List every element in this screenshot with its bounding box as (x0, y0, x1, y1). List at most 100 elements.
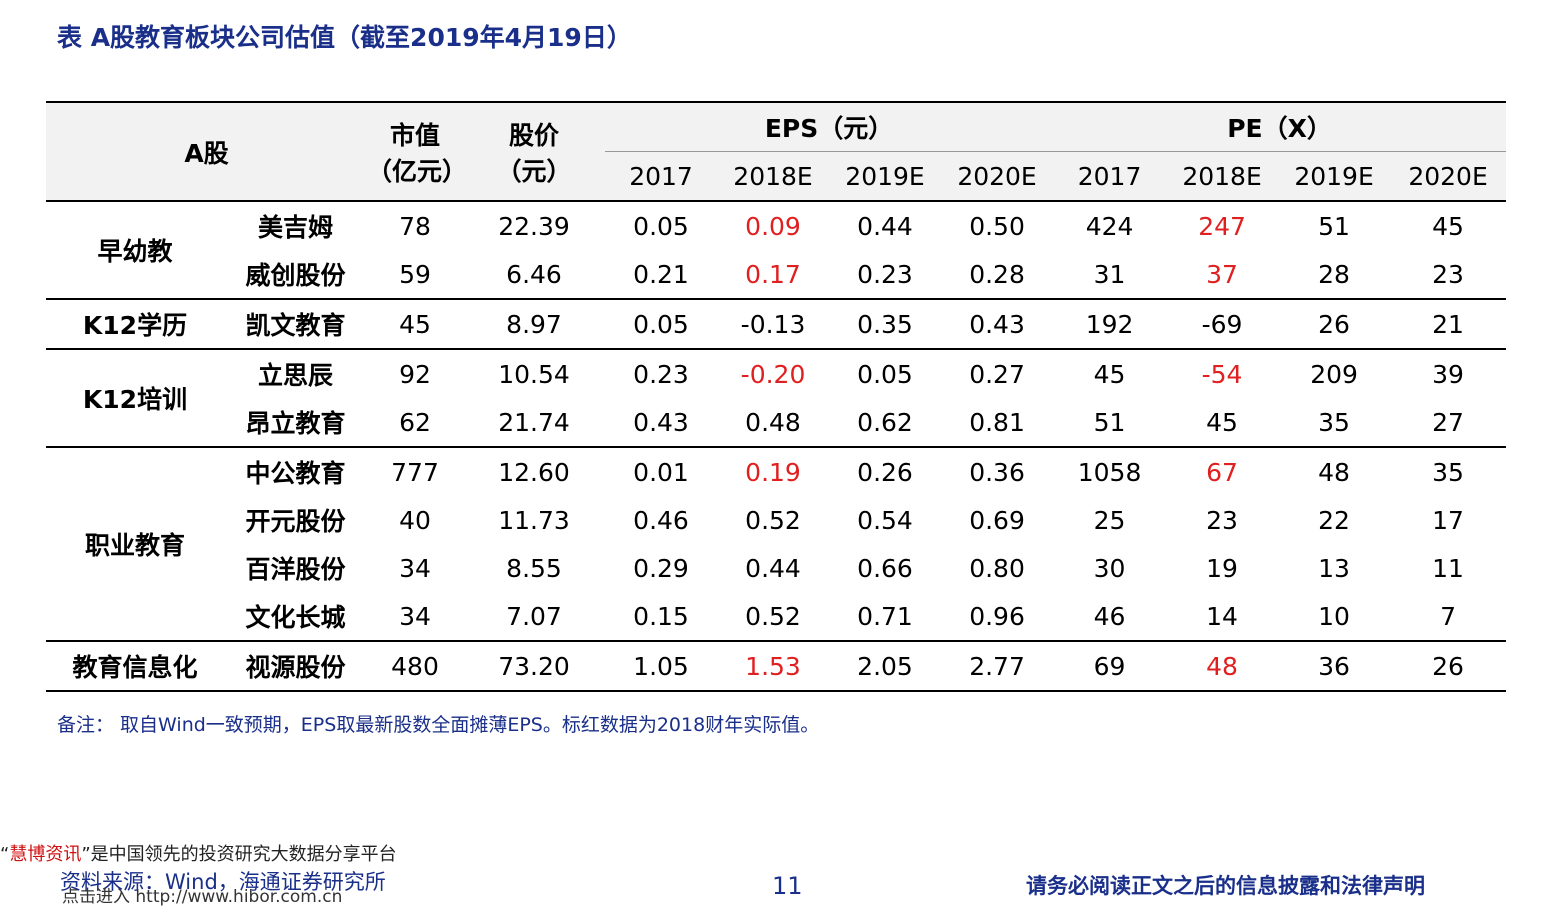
watermark-line2: 点击进入 http://www.hibor.com.cn (62, 882, 342, 907)
watermark-text: ”是中国领先的投资研究大数据分享平台 (81, 844, 397, 865)
pe-cell: 37 (1206, 259, 1238, 289)
eps-cell: 0.69 (969, 505, 1025, 535)
pe-cell: 45 (1432, 211, 1464, 241)
pe-cell: 19 (1206, 553, 1238, 583)
eps-cell: 2.77 (941, 640, 1054, 692)
pe-cell: 17 (1432, 505, 1464, 535)
price-cell: 7.07 (506, 601, 562, 631)
pe-cell: 45 (1206, 407, 1238, 437)
eps-cell: 0.05 (829, 348, 942, 398)
mktcap-cell: 34 (399, 553, 431, 583)
table-row: 文化长城 34 7.07 0.15 0.52 0.71 0.96 46 14 1… (46, 592, 1506, 641)
table-row: 开元股份 40 11.73 0.46 0.52 0.54 0.69 25 23 … (46, 496, 1506, 544)
table-row: 百洋股份 34 8.55 0.29 0.44 0.66 0.80 30 19 1… (46, 544, 1506, 592)
header-mktcap-line2: （亿元） (367, 156, 468, 186)
category-cell: 职业教育 (46, 446, 224, 641)
watermark-link[interactable]: http://www.hibor.com.cn (135, 887, 343, 907)
pe-cell: 28 (1318, 259, 1350, 289)
price-cell: 73.20 (463, 640, 606, 692)
pe-cell: 11 (1432, 553, 1464, 583)
table-row: 昂立教育 62 21.74 0.43 0.48 0.62 0.81 51 45 … (46, 398, 1506, 447)
eps-cell: 0.66 (857, 553, 913, 583)
pe-cell: 23 (1206, 505, 1238, 535)
table-note: 备注： 取自Wind一致预期，EPS取最新股数全面摊薄EPS。标红数据为2018… (57, 714, 820, 736)
price-cell: 8.97 (463, 298, 606, 349)
pe-cell: 209 (1278, 348, 1391, 398)
stock-name: 中公教育 (224, 446, 368, 496)
eps-cell: 1.53 (717, 640, 830, 692)
mktcap-cell: 62 (399, 407, 431, 437)
header-pe-year: 2017 (1053, 151, 1167, 202)
pe-cell: 192 (1053, 298, 1167, 349)
eps-cell: 0.43 (941, 298, 1054, 349)
pe-cell: 35 (1318, 407, 1350, 437)
stock-name: 美吉姆 (258, 213, 334, 242)
eps-cell: 0.62 (857, 407, 913, 437)
pe-cell: 424 (1085, 211, 1134, 241)
pe-cell: 45 (1053, 348, 1167, 398)
eps-cell: 0.01 (605, 446, 718, 496)
header-pe-group: PE（X） (1053, 101, 1507, 152)
stock-name: 昂立教育 (245, 409, 346, 438)
watermark-brand[interactable]: 慧博资讯 (9, 844, 82, 865)
legal-notice: 请务必阅读正文之后的信息披露和法律声明 (1026, 874, 1425, 898)
header-pe-year: 2020E (1390, 151, 1507, 202)
pe-cell: 36 (1278, 640, 1391, 692)
stock-name: 凯文教育 (224, 298, 368, 349)
eps-cell: 0.05 (605, 298, 718, 349)
mktcap-cell: 92 (367, 348, 464, 398)
header-price: 股价 （元） (463, 101, 606, 202)
pe-cell: 1058 (1053, 446, 1167, 496)
pe-cell: 48 (1166, 640, 1279, 692)
category-cell: K12学历 (46, 298, 224, 349)
pe-cell: 25 (1093, 505, 1126, 535)
pe-cell: 27 (1432, 407, 1464, 437)
mktcap-cell: 78 (399, 211, 431, 241)
pe-cell: 67 (1166, 446, 1279, 496)
eps-cell: 0.19 (717, 446, 830, 496)
watermark-line1: “慧博资讯”是中国领先的投资研究大数据分享平台 (0, 840, 397, 866)
stock-name: 视源股份 (224, 640, 368, 692)
eps-cell: 0.23 (857, 259, 913, 289)
header-price-line2: （元） (496, 156, 572, 186)
header-eps-year: 2017 (605, 151, 718, 202)
stock-name: 开元股份 (245, 507, 346, 536)
source-line: 资料来源：Wind，海通证券研究所 (60, 870, 386, 894)
pe-cell: 46 (1093, 601, 1126, 631)
table-row: 职业教育 中公教育 777 12.60 0.01 0.19 0.26 0.36 … (46, 446, 1507, 641)
eps-cell: 0.71 (857, 601, 913, 631)
eps-cell: 0.50 (969, 211, 1025, 241)
eps-cell: 0.15 (633, 601, 689, 631)
stock-name: 威创股份 (245, 261, 346, 290)
price-cell: 22.39 (498, 211, 570, 241)
table-row: K12学历 凯文教育 45 8.97 0.05 -0.13 0.35 0.43 … (46, 298, 1507, 349)
price-cell: 11.73 (498, 505, 570, 535)
mktcap-cell: 59 (399, 259, 431, 289)
table-title: 表 A股教育板块公司估值（截至2019年4月19日） (57, 23, 632, 52)
pe-cell: 51 (1318, 211, 1350, 241)
price-cell: 6.46 (506, 259, 562, 289)
eps-cell: 0.81 (969, 407, 1025, 437)
pe-cell: 39 (1390, 348, 1507, 398)
eps-cell: 0.44 (745, 553, 801, 583)
pe-cell: 26 (1278, 298, 1391, 349)
pe-cell: -54 (1166, 348, 1279, 398)
pe-cell: 30 (1093, 553, 1126, 583)
eps-cell: 0.36 (941, 446, 1054, 496)
table-row: K12培训 立思辰 92 10.54 0.23 -0.20 0.05 0.27 … (46, 348, 1507, 447)
pe-cell: 14 (1206, 601, 1238, 631)
header-eps-year: 2018E (717, 151, 830, 202)
header-mktcap: 市值 （亿元） (367, 101, 468, 202)
mktcap-cell: 40 (399, 505, 431, 535)
eps-cell: 0.80 (969, 553, 1025, 583)
eps-cell: 0.29 (633, 553, 689, 583)
eps-cell: 0.26 (829, 446, 942, 496)
pe-cell: 21 (1390, 298, 1507, 349)
eps-cell: 0.21 (633, 259, 689, 289)
pe-cell: 10 (1318, 601, 1350, 631)
table-row: 教育信息化 视源股份 480 73.20 1.05 1.53 2.05 2.77… (46, 640, 1507, 692)
stock-name: 百洋股份 (245, 555, 346, 584)
header-pe-year: 2019E (1278, 151, 1391, 202)
eps-cell: 0.17 (745, 259, 801, 289)
eps-cell: 0.44 (857, 211, 913, 241)
